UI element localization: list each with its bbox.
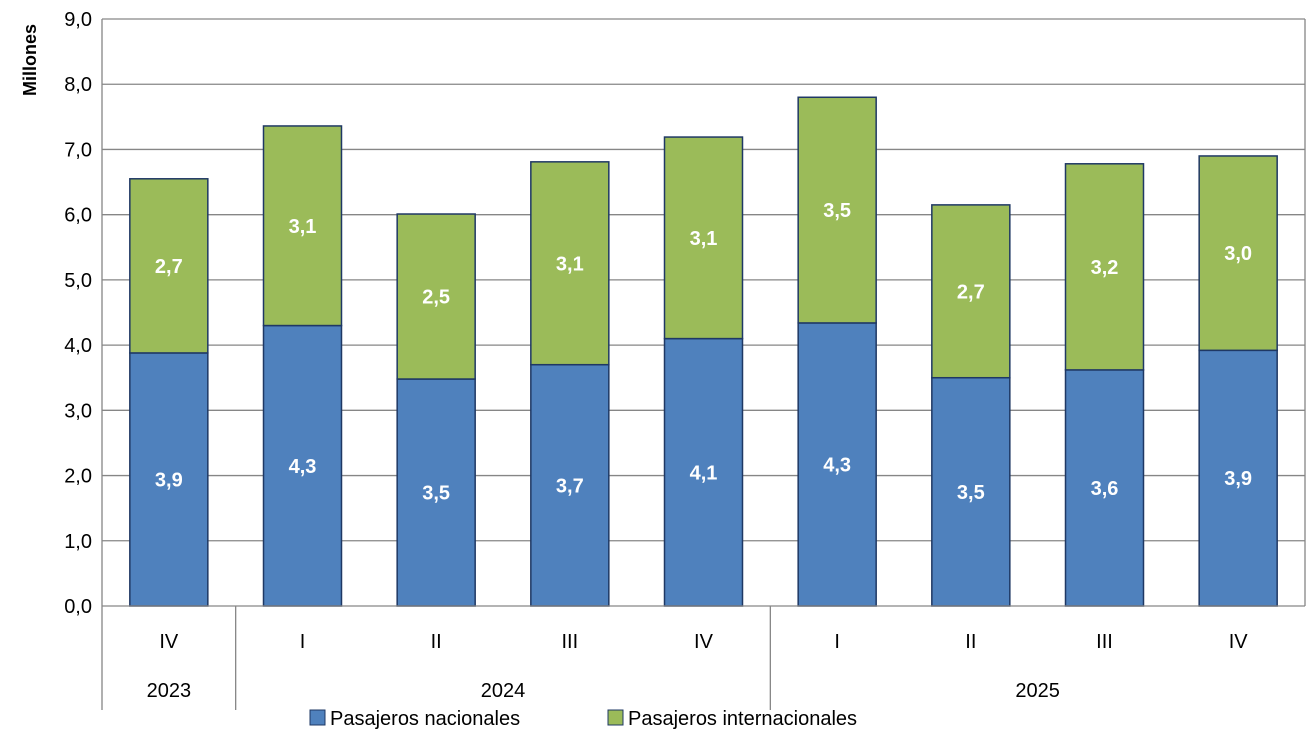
y-tick-label: 3,0 [64,400,92,422]
y-tick-label: 5,0 [64,270,92,292]
x-tick-quarter: III [1096,631,1113,653]
x-tick-year: 2024 [481,680,526,702]
bar-internacionales [663,136,744,340]
x-tick-quarter: I [300,631,306,653]
bar-internacionales [129,178,209,354]
y-tick-label: 8,0 [64,74,92,96]
data-label-internacionales: 3,1 [690,228,718,250]
data-label-internacionales: 3,1 [289,216,317,238]
data-label-internacionales: 2,7 [155,256,183,278]
data-label-nacionales: 4,1 [690,462,718,484]
x-tick-year: 2023 [147,680,192,702]
x-tick-quarter: II [965,631,976,653]
data-label-nacionales: 3,7 [556,475,584,497]
bar-internacionales [797,96,877,324]
legend-swatch [309,709,326,726]
bar-nacionales [1198,349,1278,607]
bars-group [129,96,1278,607]
data-label-internacionales: 3,5 [823,200,851,222]
bar-internacionales [1064,163,1145,371]
x-tick-quarter: IV [1229,631,1249,653]
data-label-internacionales: 3,1 [556,253,584,275]
bar-nacionales [129,352,209,607]
legend-label: Pasajeros internacionales [628,708,857,729]
data-label-internacionales: 2,5 [422,287,450,309]
y-tick-label: 2,0 [64,466,92,488]
y-tick-label: 7,0 [64,139,92,161]
x-tick-quarter: III [561,631,578,653]
legend-swatch [607,709,624,726]
data-label-nacionales: 4,3 [823,454,851,476]
y-tick-label: 9,0 [64,9,92,31]
data-label-nacionales: 3,9 [1224,468,1252,490]
bar-internacionales [396,213,476,380]
data-label-nacionales: 3,6 [1091,478,1119,500]
data-label-internacionales: 2,7 [957,281,985,303]
x-tick-quarter: I [834,631,840,653]
data-label-nacionales: 3,5 [957,482,985,504]
data-labels-group: 3,9 2,7 4,3 3,1 3,5 2,5 3,7 3,1 4,1 3,1 4,3 3,5 3,5 2… [155,200,1252,504]
bar-internacionales [262,125,343,327]
bar-internacionales [931,204,1011,379]
data-label-internacionales: 3,2 [1091,257,1119,279]
data-label-nacionales: 4,3 [289,456,317,478]
x-tick-quarter: IV [159,631,179,653]
x-tick-quarter: IV [694,631,714,653]
legend: Pasajeros nacionales Pasajeros internacio… [309,708,857,730]
y-axis-label: Millones [20,24,40,96]
data-label-nacionales: 3,9 [155,469,183,491]
y-tick-label: 0,0 [64,596,92,618]
data-label-nacionales: 3,5 [422,483,450,505]
bar-internacionales [1198,155,1278,352]
bar-nacionales [931,376,1011,607]
x-tick-year: 2025 [1015,680,1060,702]
bar-nacionales [1064,369,1145,607]
bar-nacionales [663,337,744,607]
y-tick-label: 4,0 [64,335,92,357]
legend-label: Pasajeros nacionales [330,708,520,729]
y-tick-label: 6,0 [64,205,92,227]
axes-group: 0,01,02,03,04,05,06,07,08,09,0IV I II III IV… [64,9,1306,710]
data-label-internacionales: 3,0 [1224,243,1252,265]
y-tick-label: 1,0 [64,531,92,553]
bar-internacionales [530,161,610,366]
x-tick-quarter: II [431,631,442,653]
